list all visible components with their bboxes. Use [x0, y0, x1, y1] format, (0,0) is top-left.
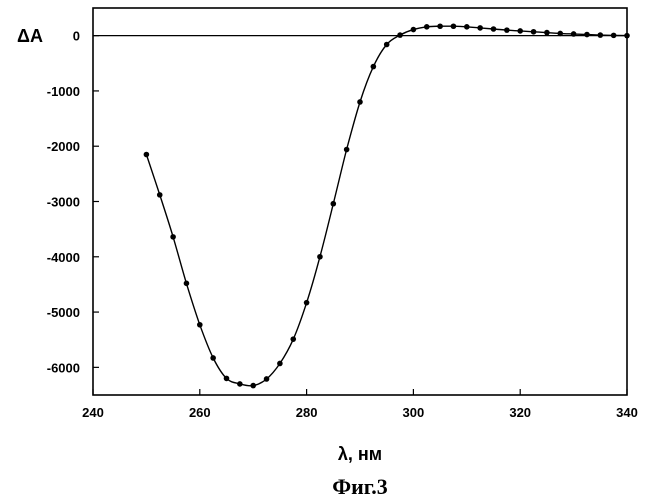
data-point	[437, 23, 443, 29]
y-tick-label: -6000	[47, 360, 80, 375]
plot-frame	[93, 8, 627, 395]
data-point	[384, 42, 390, 48]
data-point	[157, 192, 163, 198]
data-point	[331, 201, 337, 207]
data-point	[357, 99, 363, 105]
data-markers	[144, 23, 630, 388]
data-point	[571, 31, 577, 37]
data-point	[371, 64, 377, 70]
figure-caption: Фиг.3	[332, 474, 388, 499]
data-point	[477, 25, 483, 31]
x-tick-label: 260	[189, 405, 211, 420]
data-point	[411, 27, 417, 33]
data-point	[210, 355, 216, 361]
data-point	[224, 376, 230, 382]
x-tick-label: 340	[616, 405, 638, 420]
data-point	[170, 234, 176, 240]
data-point	[517, 28, 523, 34]
data-point	[624, 33, 630, 39]
y-tick-label: -2000	[47, 139, 80, 154]
y-tick-label: -3000	[47, 195, 80, 210]
y-axis-title: ΔA	[17, 26, 43, 46]
data-point	[250, 383, 256, 389]
y-tick-label: 0	[73, 29, 80, 44]
y-tick-label: -4000	[47, 250, 80, 265]
x-axis-title: λ, нм	[338, 444, 382, 464]
data-point	[504, 27, 510, 33]
x-axis: 240 260 280 300 320 340	[82, 389, 638, 420]
x-tick-label: 320	[509, 405, 531, 420]
data-point	[584, 32, 590, 38]
plot-area: 240 260 280 300 320 340 0 -1000 -2000 -3000 -4000…	[47, 8, 638, 420]
data-point	[598, 32, 604, 38]
data-point	[611, 33, 617, 39]
data-curve	[146, 26, 627, 386]
y-tick-label: -5000	[47, 305, 80, 320]
data-point	[197, 322, 203, 328]
data-point	[464, 24, 470, 30]
data-point	[184, 281, 190, 287]
data-point	[304, 300, 310, 306]
data-point	[277, 361, 283, 367]
data-point	[144, 152, 150, 158]
data-point	[451, 23, 457, 29]
data-point	[237, 381, 243, 387]
data-point	[397, 32, 403, 38]
data-point	[557, 31, 563, 37]
data-point	[317, 254, 323, 260]
y-tick-label: -1000	[47, 84, 80, 99]
data-point	[544, 30, 550, 36]
data-point	[531, 29, 537, 35]
data-point	[344, 147, 350, 153]
data-point	[290, 336, 296, 342]
data-point	[264, 376, 270, 382]
data-point	[491, 26, 497, 32]
x-tick-label: 240	[82, 405, 104, 420]
data-point	[424, 24, 430, 30]
x-tick-label: 300	[403, 405, 425, 420]
x-tick-label: 280	[296, 405, 318, 420]
y-axis: 0 -1000 -2000 -3000 -4000 -5000 -6000	[47, 29, 99, 376]
